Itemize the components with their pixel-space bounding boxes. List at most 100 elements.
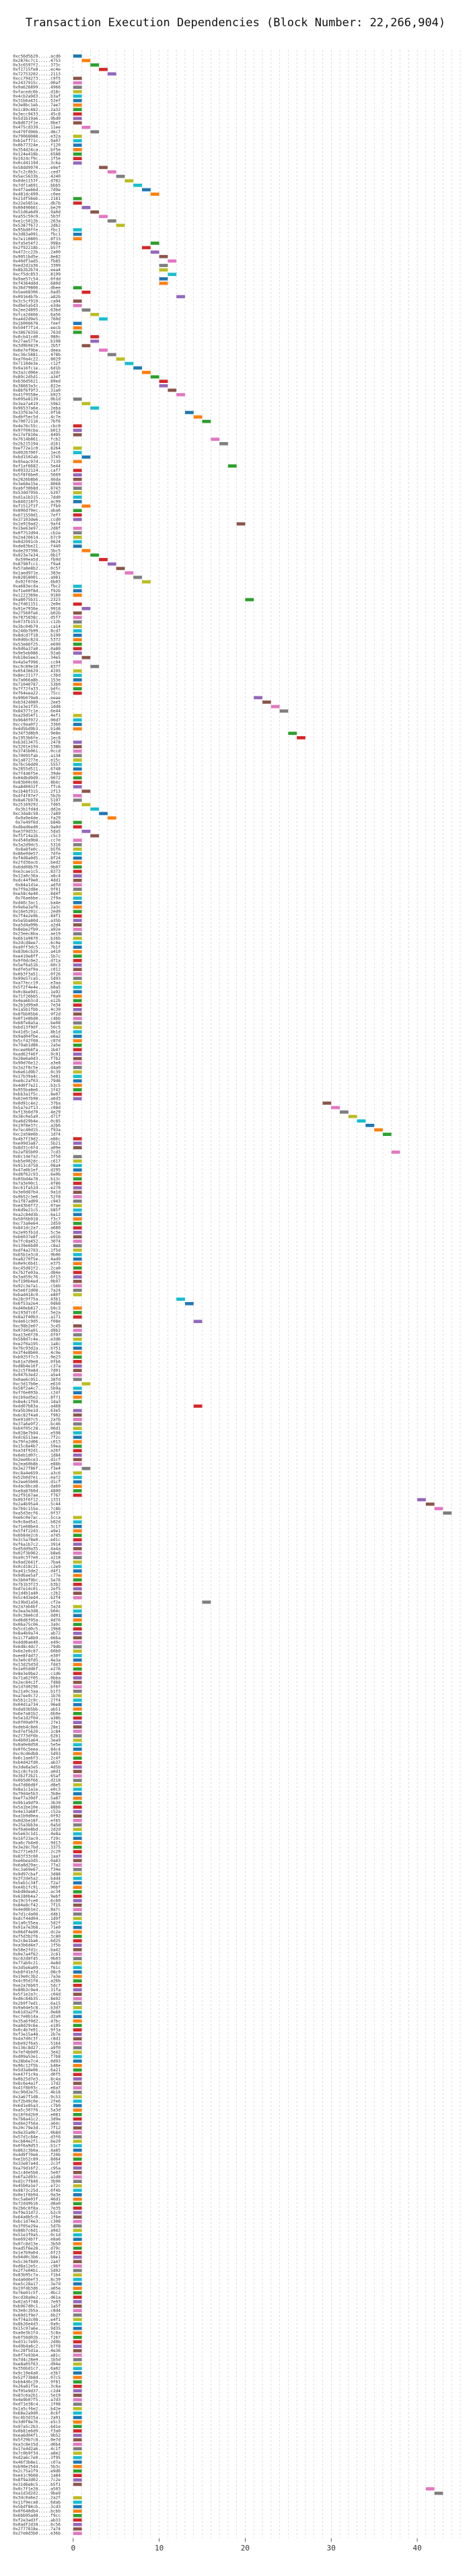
y-tick-label: 0xe5c28a17.....3e7d <box>13 2282 61 2287</box>
task-bar <box>73 1359 82 1363</box>
task-bar <box>73 1199 82 1203</box>
task-bar <box>73 2251 82 2254</box>
task-bar <box>73 1262 82 1266</box>
y-tick-label: 0x37a6e9f2.....bc46 <box>13 1422 61 1427</box>
task-bar <box>73 1565 82 1569</box>
y-tick-label: 0xfacedc6b.....d18c <box>13 90 61 94</box>
y-tick-label: 0x20c79e3d.....7f12 <box>13 2126 61 2131</box>
task-bar <box>73 1168 82 1172</box>
task-bar <box>73 2188 82 2192</box>
y-tick-label: 0x68e2a9d0.....8c6f <box>13 2411 61 2416</box>
y-tick-label: 0x38663a3c.....822e <box>13 384 61 388</box>
task-bar <box>73 1453 82 1457</box>
y-tick-label: 0x9d6ae5af.....c77e <box>13 1573 61 1578</box>
y-tick-label: 0xc8a4e659.....a3c6 <box>13 1471 61 1476</box>
y-tick-label: 0xf64eea22.....75cc <box>13 691 61 696</box>
task-bar <box>73 1818 82 1822</box>
y-tick-label: 0x33e87a4d.....2c3f <box>13 2161 61 2166</box>
y-tick-label: 0x6eb1d07c.....1d84 <box>13 1453 61 1458</box>
y-tick-label: 0x7e49f6d.....b84b <box>15 820 61 825</box>
y-tick-label: 0xb3d13475.....2478 <box>13 740 61 745</box>
task-bar <box>73 762 82 766</box>
y-tick-label: 0xb8f41e7d.....08c9 <box>13 1970 61 1974</box>
y-tick-label: 0x97a5c2b3.....6d1e <box>13 2425 61 2429</box>
y-tick-label: 0x3f2de5a2.....b4d4 <box>13 1876 61 1881</box>
task-bar <box>73 1573 82 1577</box>
task-bar <box>73 2309 82 2313</box>
y-tick-label: 0xa8270f5e.....4ad9 <box>13 1257 61 1262</box>
y-tick-label: 0x0f6a9d53.....b1c7 <box>13 2144 61 2149</box>
y-tick-label: 0xc98b2e07.....3c45 <box>13 1324 61 1328</box>
y-tick-label: 0x9640f072.....00d7 <box>13 718 61 723</box>
y-tick-label: 0x9a04e5c8.....b3d7 <box>13 2005 61 2010</box>
task-bar <box>73 869 82 873</box>
task-bar <box>73 1649 82 1653</box>
task-bar <box>73 2077 82 2081</box>
task-bar <box>73 1065 82 1069</box>
y-tick-label: 0xa41c5de2.....d4f1 <box>13 1569 61 1574</box>
y-tick-label: 0x0adf2d28.....6c56 <box>13 2522 61 2527</box>
task-bar <box>73 1186 82 1190</box>
task-bar <box>73 2246 82 2250</box>
task-bar <box>73 2295 82 2299</box>
task-bar <box>73 1680 82 1684</box>
task-bar <box>73 1551 82 1555</box>
task-bar <box>81 803 91 807</box>
y-tick-label: 0x5b1c2c9c.....27f4 <box>13 1698 61 1703</box>
task-bar <box>73 152 82 156</box>
y-tick-label: 0xd8b4e16f.....c37a <box>13 1364 61 1369</box>
y-tick-label: 0xb6037e8f.....e91b <box>13 1235 61 1240</box>
task-bar <box>73 1658 82 1662</box>
y-tick-label: 0xa7ee9c72.....1b76 <box>13 1694 61 1698</box>
y-tick-label: 0xa1d3d2d2.....9be9 <box>13 2491 61 2496</box>
task-bar <box>73 718 82 722</box>
task-bar <box>73 1676 82 1680</box>
task-bar <box>73 2326 82 2330</box>
y-tick-label: 0x6e61d9b7.....0c39 <box>13 1070 61 1075</box>
x-tick-label: 40 <box>412 2544 421 2552</box>
task-bar <box>73 237 82 241</box>
task-bar <box>73 1627 82 1631</box>
task-bar <box>73 2041 82 2045</box>
y-tick-label: 0x79ab1d86.....2a5e <box>13 1043 61 1048</box>
task-bar <box>90 553 100 557</box>
task-bar <box>107 72 116 76</box>
y-tick-label: 0x95eac97d.....7139 <box>13 460 61 464</box>
task-bar <box>90 834 100 838</box>
task-bar <box>73 825 82 829</box>
task-bar <box>73 1872 82 1876</box>
task-bar <box>73 794 82 797</box>
task-bar <box>73 1230 82 1234</box>
y-tick-label: 0x80b3c9e4.....31fa <box>13 1988 61 1993</box>
y-tick-label: 0x6e2e0c87.....60b0 <box>13 1649 61 1654</box>
y-tick-label: 0x58dd9970.....e9ef <box>13 166 61 170</box>
task-bar <box>357 1119 366 1123</box>
y-tick-label: 0x2773df6b.....62b1 <box>13 1733 61 1738</box>
y-tick-label: 0x9e35a0b7.....0b8d <box>13 2131 61 2135</box>
y-tick-label: 0xc73a0e64.....2d59 <box>13 1221 61 1226</box>
y-tick-label: 0x8798fcc1.....f9a4 <box>13 562 61 567</box>
task-bar <box>73 1641 82 1644</box>
task-bar <box>73 2527 82 2531</box>
task-bar <box>150 242 159 245</box>
task-bar <box>73 2068 82 2072</box>
y-tick-label: 0x2771eb3f.....2c29 <box>13 1850 61 1855</box>
y-tick-label: 0xd31c7e95.....2d0b <box>13 2340 61 2345</box>
y-tick-label: 0x94d0c3b6.....b8e1 <box>13 2255 61 2260</box>
task-bar <box>73 1061 82 1065</box>
task-bar <box>73 2389 82 2393</box>
y-tick-label: 0x6dd08b79.....9b07 <box>13 865 61 869</box>
task-bar <box>73 1783 82 1787</box>
y-tick-label: 0x4cb2a9d3.....b3af <box>13 94 61 99</box>
task-bar <box>73 526 82 530</box>
y-tick-label: 0x2437915c.....00af <box>13 81 61 85</box>
task-bar <box>73 1823 82 1827</box>
y-tick-label: 0xd1a1b315.....7dd0 <box>13 495 61 500</box>
task-bar <box>73 1391 82 1395</box>
y-tick-label: 0xe6c0e7ac.....5cca <box>13 1515 61 1520</box>
task-bar <box>73 2425 82 2429</box>
y-tick-label: 0xcc794273.....c9f5 <box>13 76 61 81</box>
y-tick-label: 0x6c1ae6f3.....2c4f <box>13 1756 61 1761</box>
task-bar <box>245 598 254 602</box>
task-bar <box>73 540 82 544</box>
